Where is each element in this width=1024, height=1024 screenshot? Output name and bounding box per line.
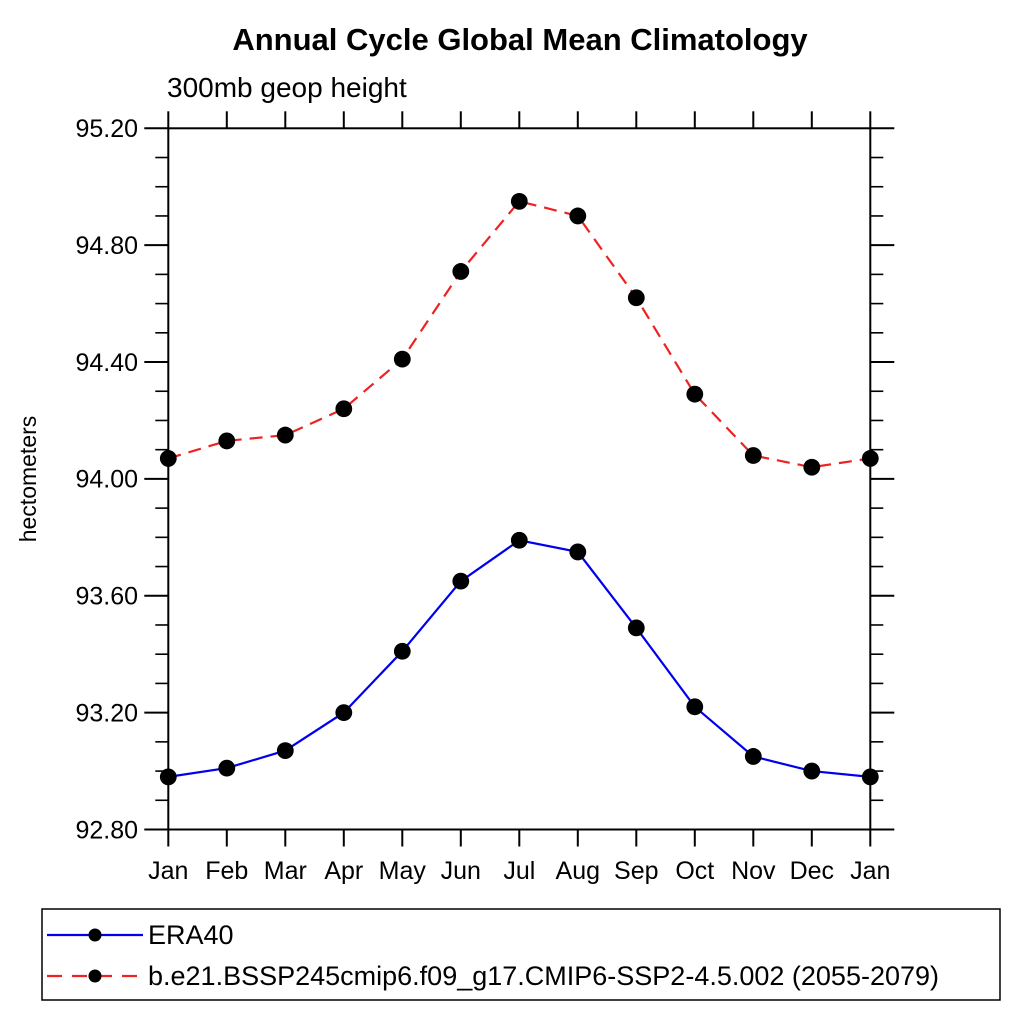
x-axis-tick-label: Jan — [148, 857, 188, 885]
y-axis-tick-label: 92.80 — [75, 816, 138, 844]
data-point-marker — [218, 432, 236, 450]
data-point-marker — [861, 768, 879, 786]
x-axis-tick-label: Jun — [441, 857, 481, 885]
data-point-marker — [452, 263, 470, 280]
data-point-marker — [159, 768, 177, 786]
y-axis-tick-label: 94.00 — [75, 466, 138, 494]
data-point-marker — [335, 400, 353, 418]
x-axis-tick-label: Jan — [850, 857, 890, 885]
chart-title: Annual Cycle Global Mean Climatology — [232, 22, 808, 57]
legend-label-model: b.e21.BSSP245cmip6.f09_g17.CMIP6-SSP2-4.… — [148, 961, 939, 991]
data-point-marker — [744, 748, 762, 765]
legend-label-era40: ERA40 — [148, 920, 234, 950]
data-point-marker — [335, 704, 353, 722]
plot-area: 92.80 93.20 93.60 94.00 94.40 94.80 95.20 Jan Fe… — [75, 111, 895, 885]
data-point-marker — [569, 543, 587, 561]
x-axis-tick-label: Jul — [503, 857, 535, 885]
data-point-marker — [276, 742, 294, 760]
legend: ERA40 b.e21.BSSP245cmip6.f09_g17.CMIP6-S… — [41, 908, 1001, 1001]
x-axis-tick-label: Feb — [205, 857, 248, 885]
y-axis-tick-label: 94.80 — [75, 232, 138, 260]
series-line-era40 — [168, 539, 871, 778]
data-point-marker — [218, 759, 236, 777]
x-axis-tick-label: Mar — [264, 857, 307, 885]
data-point-marker — [510, 192, 528, 210]
data-point-marker — [569, 207, 587, 225]
x-axis-tick-label: Sep — [614, 857, 658, 885]
x-axis-tick-label: Dec — [790, 857, 834, 885]
legend-entry-era40: ERA40 — [47, 920, 234, 950]
data-point-marker — [393, 642, 411, 660]
y-axis-tick-label: 95.20 — [75, 115, 138, 143]
y-axis-tick-label: 93.20 — [75, 699, 138, 727]
x-axis-tick-label: Apr — [324, 857, 363, 885]
data-point-marker — [686, 698, 704, 716]
x-axis-tick-label: Nov — [731, 857, 776, 885]
data-point-marker — [159, 450, 177, 467]
data-point-marker — [452, 572, 470, 590]
y-axis-title: hectometers — [15, 416, 41, 543]
legend-entry-model: b.e21.BSSP245cmip6.f09_g17.CMIP6-SSP2-4.… — [47, 961, 939, 991]
data-point-marker — [686, 385, 704, 403]
y-axis-tick-label: 93.60 — [75, 583, 138, 611]
x-axis-tick-label: May — [379, 857, 427, 885]
data-point-marker — [627, 289, 645, 307]
data-point-marker — [803, 762, 821, 780]
data-point-marker — [393, 350, 411, 368]
data-point-marker — [803, 458, 821, 476]
data-point-marker — [744, 447, 762, 464]
data-point-marker — [276, 426, 294, 444]
x-axis-tick-label: Aug — [556, 857, 600, 885]
data-point-marker — [861, 450, 879, 467]
x-axis-tick-label: Oct — [675, 857, 714, 885]
legend-marker-icon — [88, 969, 102, 983]
legend-marker-icon — [88, 928, 102, 942]
data-point-marker — [627, 619, 645, 637]
series-line-model — [167, 200, 871, 469]
legend-box — [41, 908, 1001, 1001]
plot-box — [167, 127, 872, 831]
chart-subtitle: 300mb geop height — [167, 72, 407, 103]
y-axis-tick-label: 94.40 — [75, 349, 138, 377]
data-point-marker — [510, 531, 528, 549]
